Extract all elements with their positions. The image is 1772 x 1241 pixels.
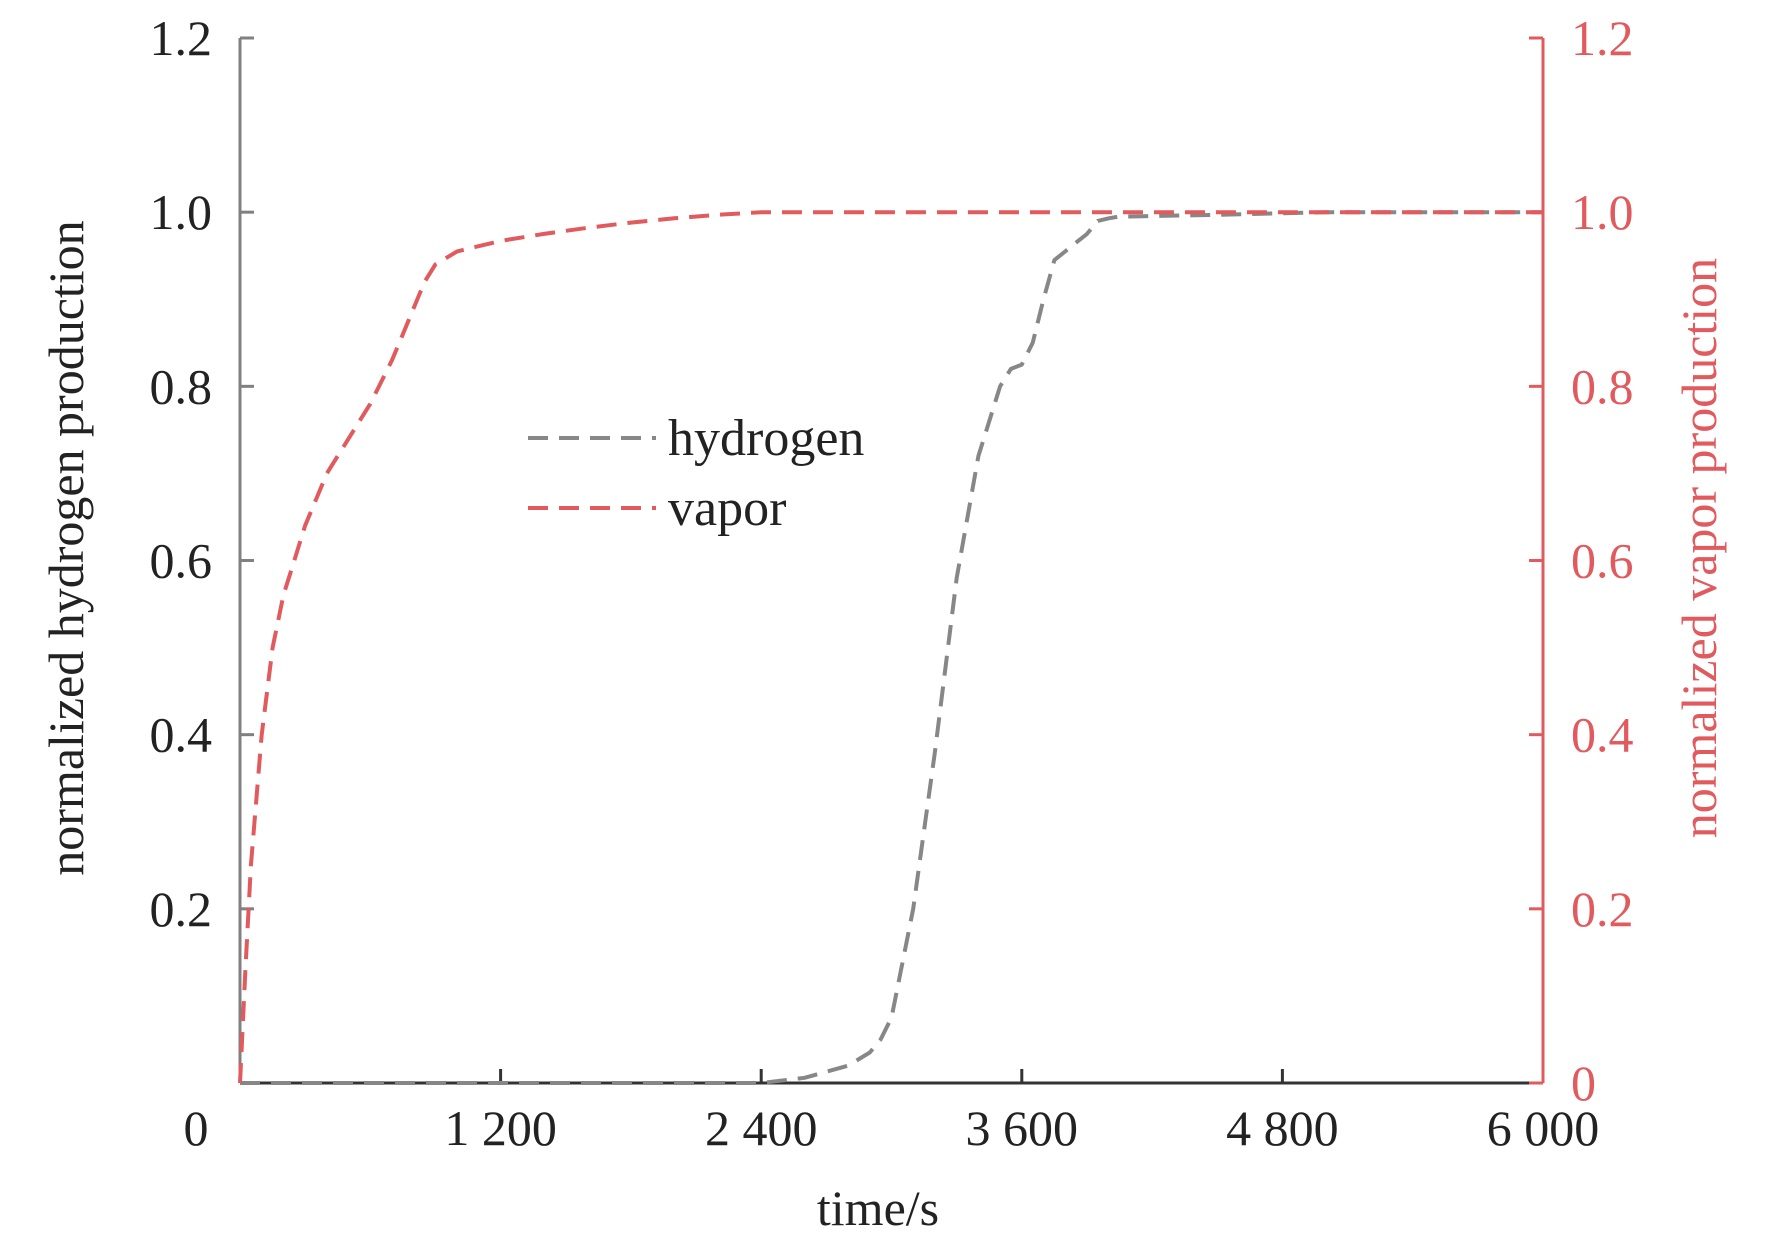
left-y-tick-label: 1.2 — [150, 10, 213, 66]
left-y-tick-label: 1.0 — [150, 184, 213, 240]
left-y-axis-title: normalized hydrogen production — [38, 220, 94, 875]
right-y-tick-label: 1.2 — [1571, 10, 1634, 66]
ticks: 0 1 200 2 400 3 600 4 800 6 000 0.2 0.4 0.6 0.8 1.… — [150, 10, 1634, 1156]
right-y-tick-label: 0 — [1571, 1055, 1596, 1111]
right-y-tick-label: 0.6 — [1571, 533, 1634, 589]
series — [238, 210, 1543, 1085]
x-tick-label: 4 800 — [1226, 1100, 1339, 1156]
left-y-tick-label: 0.8 — [150, 358, 213, 414]
right-y-axis-title: normalized vapor production — [1671, 258, 1727, 838]
x-tick-label: 1 200 — [444, 1100, 557, 1156]
x-tick-label: 6 000 — [1487, 1100, 1600, 1156]
left-y-tick-label: 0.2 — [150, 881, 213, 937]
left-y-tick-label: 0.6 — [150, 533, 213, 589]
x-tick-label: 3 600 — [966, 1100, 1079, 1156]
right-y-tick-label: 0.2 — [1571, 881, 1634, 937]
x-axis-title: time/s — [817, 1180, 939, 1236]
right-y-tick-label: 1.0 — [1571, 184, 1634, 240]
axes — [238, 38, 1545, 1085]
right-y-tick-label: 0.8 — [1571, 358, 1634, 414]
right-y-tick-label: 0.4 — [1571, 707, 1634, 763]
series-line-hydrogen — [240, 210, 1543, 1085]
legend-label-vapor: vapor — [668, 480, 786, 537]
series-line-vapor — [238, 210, 1543, 1084]
left-y-tick-label: 0.4 — [150, 707, 213, 763]
x-tick-label: 2 400 — [705, 1100, 818, 1156]
legend-label-hydrogen: hydrogen — [668, 410, 864, 467]
legend: hydrogen vapor — [528, 410, 864, 537]
x-tick-label: 0 — [184, 1100, 209, 1156]
